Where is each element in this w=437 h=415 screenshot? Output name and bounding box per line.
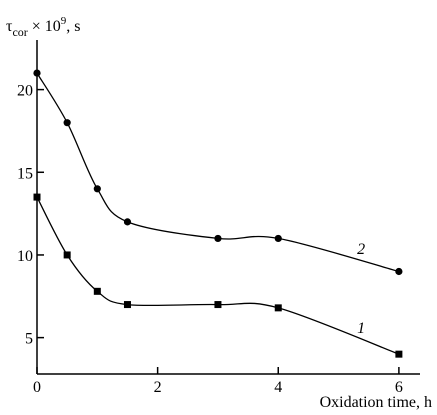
series-2-point (274, 234, 282, 243)
axes-layer: 0 2 4 6 5 10 15 20 (17, 40, 420, 396)
series-2-point (214, 234, 222, 243)
y-tick-label: 5 (25, 331, 33, 348)
series-1-point (93, 287, 101, 295)
y-tick-label: 15 (17, 165, 33, 182)
series-1-point (395, 350, 403, 358)
series-2-point (33, 69, 41, 77)
y-axis-title-prefix: τ (6, 18, 13, 35)
series-1-point (33, 193, 41, 201)
labels-layer: 12 (357, 241, 365, 337)
series-2-label: 2 (357, 241, 365, 258)
series-1-point (63, 251, 71, 259)
points-layer (33, 69, 403, 358)
y-axis-title-unit: , s (66, 18, 80, 35)
x-tick-label: 4 (274, 379, 282, 396)
x-tick-label: 6 (395, 379, 403, 396)
y-axis-title: τcor × 109, s (6, 15, 81, 39)
series-1-point (214, 301, 222, 309)
y-axis-title-subscript: cor (12, 25, 27, 39)
series-2-point (93, 185, 101, 193)
series-2-point (395, 267, 403, 276)
x-tick-label: 0 (33, 379, 41, 396)
series-2-point (63, 119, 71, 127)
x-tick-label: 2 (154, 379, 162, 396)
y-axis-title-superscript: 9 (61, 15, 67, 27)
series-1-label: 1 (357, 320, 365, 337)
x-axis-title: Oxidation time, h (320, 394, 432, 411)
series-2-point (123, 218, 132, 226)
y-axis-title-suffix: × 10 (28, 18, 61, 35)
y-tick-label: 20 (17, 83, 33, 100)
curves-layer (36, 72, 400, 355)
series-1-curve (36, 196, 400, 355)
series-1-point (274, 304, 282, 312)
y-tick-label: 10 (17, 248, 33, 265)
series-1-point (123, 301, 131, 309)
